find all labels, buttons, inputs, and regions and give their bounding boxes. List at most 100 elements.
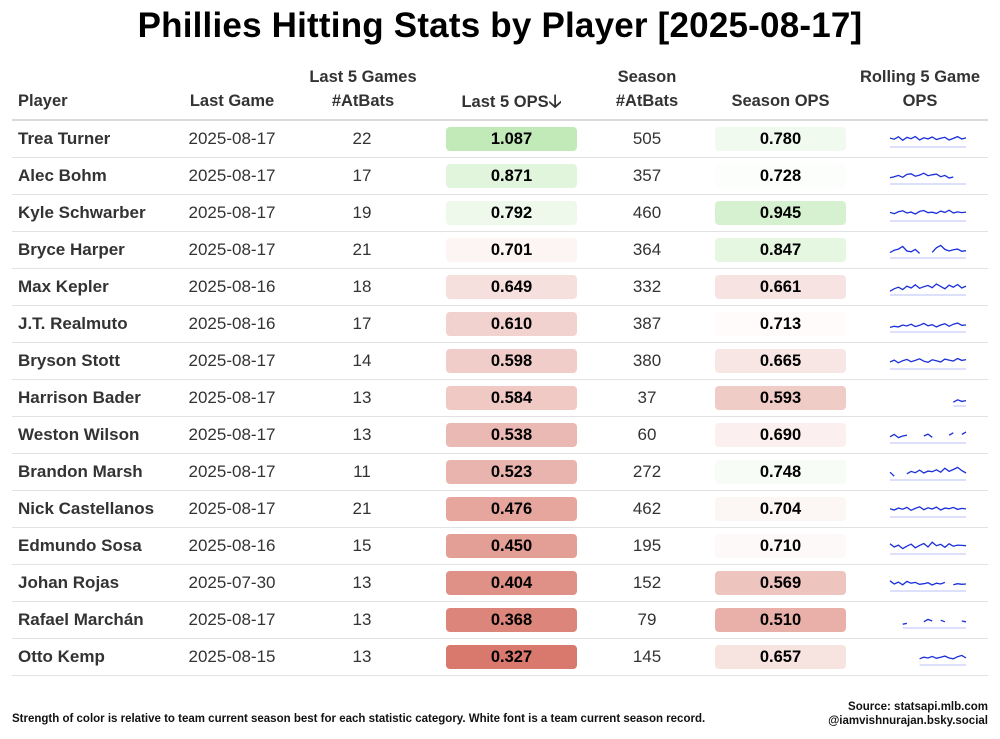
rolling-ops-sparkline <box>889 580 967 592</box>
header-season-atbats: Season #AtBats <box>615 68 679 110</box>
last5-atbats-value: 19 <box>352 203 372 222</box>
last5-ops-value: 0.584 <box>446 386 577 410</box>
footnote: Strength of color is relative to team cu… <box>12 713 706 725</box>
last-game-date: 2025-08-15 <box>188 647 276 666</box>
player-name: Edmundo Sosa <box>18 536 142 555</box>
table-row: Weston Wilson 2025-08-17 13 0.538 60 0.690 <box>12 417 988 454</box>
rolling-ops-sparkline <box>889 506 967 518</box>
sparkline-path <box>889 357 967 364</box>
last-game-date: 2025-08-17 <box>188 499 276 518</box>
player-name: Bryce Harper <box>18 240 125 259</box>
rolling-ops-sparkline <box>889 466 967 481</box>
table-row: Brandon Marsh 2025-08-17 11 0.523 272 0.748 <box>12 454 988 491</box>
season-ops-value: 0.847 <box>715 238 846 262</box>
arrow-down-icon: 🡣 <box>548 91 562 111</box>
last-game-date: 2025-08-16 <box>188 277 276 296</box>
season-ops-value: 0.780 <box>715 127 846 151</box>
sparkline-path <box>889 135 967 142</box>
season-ops-value: 0.593 <box>715 386 846 410</box>
header-rolling-ops: Rolling 5 Game OPS <box>859 68 981 110</box>
last5-atbats-value: 14 <box>352 351 372 370</box>
season-atbats-value: 152 <box>632 573 662 592</box>
last5-ops-value: 0.450 <box>446 534 577 558</box>
season-ops-value: 0.728 <box>715 164 846 188</box>
sparkline-path <box>889 466 967 477</box>
season-atbats-value: 60 <box>637 425 657 444</box>
rolling-ops-sparkline <box>889 357 967 370</box>
table-row: Nick Castellanos 2025-08-17 21 0.476 462 0.70… <box>12 491 988 528</box>
last5-atbats-value: 18 <box>352 277 372 296</box>
season-ops-value: 0.510 <box>715 608 846 632</box>
last5-atbats-value: 17 <box>352 314 372 333</box>
sparkline-path <box>889 244 967 254</box>
table-row: Harrison Bader 2025-08-17 13 0.584 37 0.593 <box>12 380 988 417</box>
rolling-ops-sparkline <box>888 165 968 185</box>
season-ops-value: 0.748 <box>715 460 846 484</box>
last5-ops-value: 0.598 <box>446 349 577 373</box>
season-atbats-value: 145 <box>632 647 662 666</box>
table-row: Johan Rojas 2025-07-30 13 0.404 152 0.569 <box>12 565 988 602</box>
last-game-date: 2025-08-16 <box>188 536 276 555</box>
season-atbats-value: 79 <box>637 610 657 629</box>
last-game-date: 2025-08-17 <box>188 351 276 370</box>
last-game-date: 2025-08-17 <box>188 129 276 148</box>
season-ops-value: 0.704 <box>715 497 846 521</box>
sparkline-path <box>889 541 967 550</box>
last5-ops-value: 0.327 <box>446 645 577 669</box>
season-ops-value: 0.569 <box>715 571 846 595</box>
season-atbats-value: 380 <box>632 351 662 370</box>
sparkline-path <box>889 580 967 586</box>
last-game-date: 2025-07-30 <box>188 573 276 592</box>
season-ops-value: 0.665 <box>715 349 846 373</box>
sparkline-path <box>889 506 967 512</box>
player-name: Rafael Marchán <box>18 610 144 629</box>
rolling-ops-sparkline <box>952 399 967 407</box>
last5-atbats-value: 21 <box>352 499 372 518</box>
rolling-ops-sparkline <box>902 618 967 629</box>
table-row: Trea Turner 2025-08-17 22 1.087 505 0.780 <box>12 121 988 158</box>
last5-ops-value: 0.368 <box>446 608 577 632</box>
table-row: Edmundo Sosa 2025-08-16 15 0.450 195 0.710 <box>12 528 988 565</box>
header-season-ops: Season OPS <box>731 92 830 110</box>
last-game-date: 2025-08-17 <box>188 425 276 444</box>
last5-ops-value: 0.476 <box>446 497 577 521</box>
sparkline-path <box>889 283 967 292</box>
sparkline-path <box>889 209 967 215</box>
table-row: Bryce Harper 2025-08-17 21 0.701 364 0.847 <box>12 232 988 269</box>
sparkline-path <box>890 173 966 179</box>
season-ops-value: 0.713 <box>715 312 846 336</box>
last5-atbats-value: 22 <box>352 129 372 148</box>
season-ops-value: 0.945 <box>715 201 846 225</box>
season-ops-value: 0.657 <box>715 645 846 669</box>
player-name: J.T. Realmuto <box>18 314 128 333</box>
last5-ops-value: 0.792 <box>446 201 577 225</box>
sparkline-path <box>889 322 967 329</box>
sparkline-path <box>902 618 967 625</box>
last5-atbats-value: 13 <box>352 425 372 444</box>
player-name: Kyle Schwarber <box>18 203 146 222</box>
last5-ops-value: 0.523 <box>446 460 577 484</box>
player-name: Max Kepler <box>18 277 109 296</box>
season-atbats-value: 364 <box>632 240 662 259</box>
rolling-ops-sparkline <box>889 209 967 222</box>
rolling-ops-sparkline <box>889 431 967 444</box>
season-atbats-value: 460 <box>632 203 662 222</box>
last5-ops-value: 0.649 <box>446 275 577 299</box>
table-row: Max Kepler 2025-08-16 18 0.649 332 0.661 <box>12 269 988 306</box>
season-atbats-value: 272 <box>632 462 662 481</box>
last5-ops-value: 1.087 <box>446 127 577 151</box>
header-last5-ops[interactable]: Last 5 OPS🡣 <box>461 91 562 111</box>
rolling-ops-sparkline <box>889 322 967 333</box>
rolling-ops-sparkline <box>889 541 967 555</box>
last5-atbats-value: 13 <box>352 573 372 592</box>
player-name: Johan Rojas <box>18 573 120 592</box>
last5-atbats-value: 13 <box>352 388 372 407</box>
season-ops-value: 0.690 <box>715 423 846 447</box>
last5-ops-value: 0.610 <box>446 312 577 336</box>
season-atbats-value: 505 <box>632 129 662 148</box>
last-game-date: 2025-08-17 <box>188 203 276 222</box>
last-game-date: 2025-08-17 <box>188 166 276 185</box>
rolling-ops-sparkline <box>889 244 967 259</box>
last-game-date: 2025-08-17 <box>188 462 276 481</box>
last5-atbats-value: 11 <box>353 462 371 481</box>
